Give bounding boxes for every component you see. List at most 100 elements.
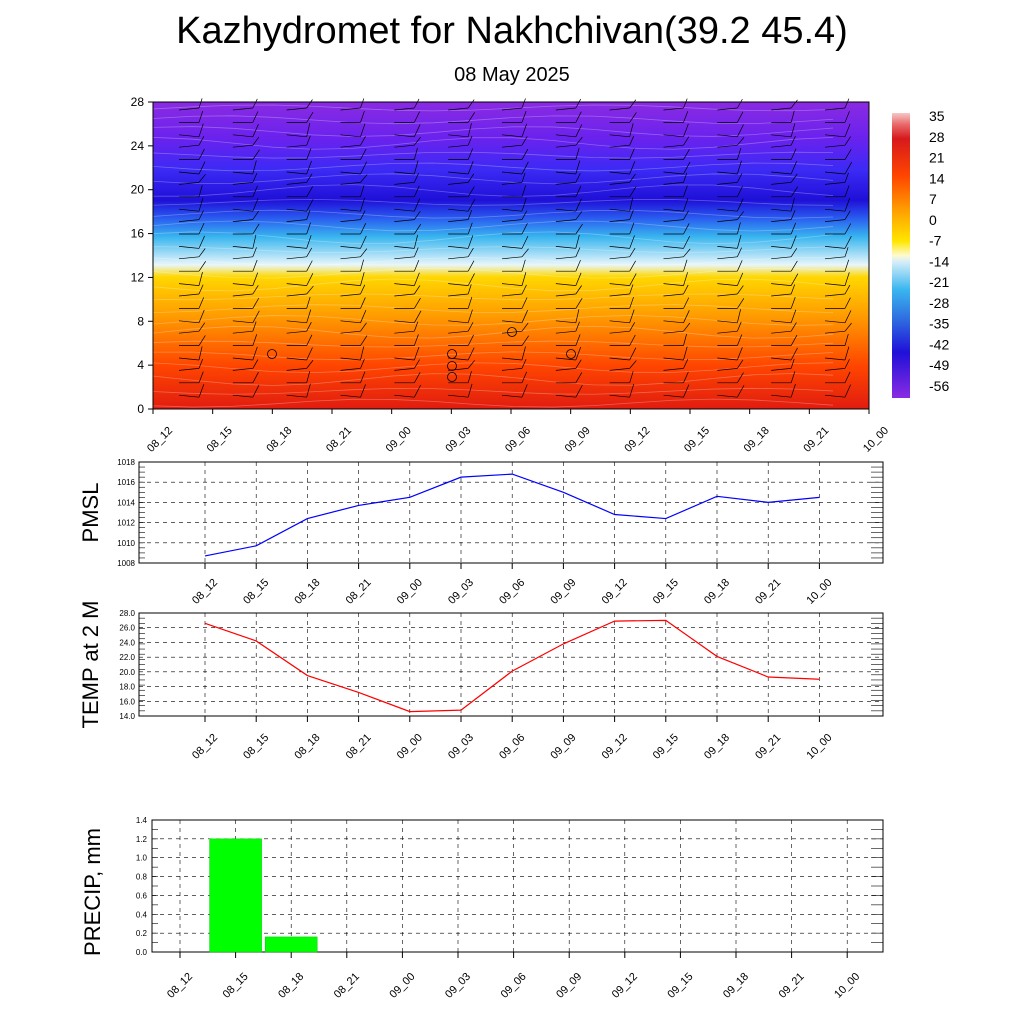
wind-barb-flag — [467, 309, 473, 323]
wind-barb-flag — [844, 371, 851, 383]
wind-barb-flag — [737, 173, 743, 183]
wind-barb-flag — [467, 135, 473, 146]
y-tick-label: 1008 — [117, 559, 135, 568]
wind-barb-flag — [575, 346, 582, 361]
wind-barb — [501, 208, 523, 212]
plot-frame — [151, 819, 884, 953]
wind-barb — [717, 293, 738, 297]
isotherm-line — [152, 184, 834, 197]
wind-barb-flag — [683, 297, 690, 309]
wind-barb-flag — [575, 185, 582, 197]
wind-barb — [232, 134, 253, 138]
wind-barb — [286, 330, 307, 334]
wind-barb — [824, 144, 846, 148]
wind-barb-flag — [360, 335, 368, 346]
wind-barb-flag — [629, 322, 636, 332]
wind-barb-flag — [198, 174, 206, 183]
calm-wind-marker — [507, 327, 517, 337]
wind-barb — [340, 330, 361, 334]
wind-barb — [340, 182, 361, 185]
wind-barb-flag — [683, 259, 688, 272]
y-tick-label: 1.2 — [136, 835, 148, 844]
wind-barb — [286, 134, 307, 138]
wind-barb-flag — [360, 284, 366, 295]
wind-barb-flag — [844, 384, 851, 398]
x-tick-label: 09_03 — [446, 577, 476, 607]
wind-barb-flag — [198, 148, 205, 160]
wind-barb-flag — [521, 111, 527, 123]
wind-barb-flag — [252, 198, 259, 212]
wind-barb-flag — [575, 247, 581, 257]
wind-barb-flag — [575, 334, 581, 346]
wind-barb-flag — [360, 136, 366, 146]
wind-barb-flag — [414, 173, 419, 183]
wind-barb — [717, 208, 738, 212]
wind-barb — [717, 283, 738, 286]
wind-barb-flag — [414, 285, 421, 295]
wind-barb-flag — [360, 174, 368, 183]
wind-barb-flag — [790, 148, 797, 160]
y-tick-label: 12 — [131, 270, 145, 284]
wind-barb-flag — [414, 111, 420, 123]
wind-barb-flag — [575, 173, 581, 183]
wind-barb-flag — [790, 135, 796, 146]
wind-barb-flag — [737, 298, 745, 309]
wind-barb-flag — [844, 322, 852, 332]
wind-barb-flag — [844, 247, 849, 257]
colorbar-label: 14 — [929, 170, 945, 186]
wind-barb-flag — [521, 98, 526, 109]
wind-barb — [771, 134, 792, 138]
cross-section-panel: 0 4 8 12 16 20 24 28 08_12 08_15 08_18 08_21 09_00 09… — [131, 95, 950, 455]
wind-barb — [178, 357, 200, 361]
wind-barb-flag — [575, 298, 583, 309]
wind-barb-flag — [360, 223, 367, 235]
wind-barb-flag — [360, 259, 364, 272]
isotherm-line — [152, 351, 834, 361]
wind-barb — [717, 394, 738, 398]
wind-barb-flag — [360, 371, 366, 383]
wind-barb-flag — [683, 310, 690, 323]
wind-barb-flag — [467, 173, 475, 183]
wind-barb-flag — [467, 371, 472, 383]
wind-barb — [340, 246, 361, 249]
wind-barb-flag — [360, 98, 365, 109]
wind-barb — [286, 246, 307, 249]
wind-barb-flag — [414, 247, 419, 257]
colorbar-label: -7 — [929, 233, 942, 249]
wind-barb — [178, 330, 200, 334]
x-tick-label: 09_21 — [753, 577, 783, 607]
wind-barb-flag — [683, 172, 688, 183]
wind-barb-flag — [198, 297, 205, 309]
wind-barb — [394, 320, 415, 324]
wind-barb — [824, 171, 846, 175]
wind-barb-flag — [629, 99, 637, 109]
wind-barb-flag — [844, 359, 850, 369]
wind-barb — [771, 320, 792, 324]
wind-barb — [394, 107, 415, 111]
wind-barb — [771, 144, 792, 148]
wind-barb-flag — [252, 247, 257, 257]
wind-barb — [555, 219, 576, 222]
colorbar-label: 7 — [929, 191, 937, 207]
wind-barb — [232, 246, 253, 249]
wind-barb-flag — [737, 385, 745, 398]
wind-barb — [824, 107, 846, 111]
wind-barb-flag — [844, 284, 851, 295]
wind-barb — [663, 219, 684, 222]
x-tick-label: 09_18 — [702, 732, 732, 762]
wind-barb-flag — [306, 360, 314, 369]
wind-barb — [286, 107, 307, 111]
wind-barb-flag — [844, 185, 850, 197]
wind-barb-flag — [306, 334, 313, 346]
colorbar-label: -56 — [929, 378, 949, 394]
wind-barb — [609, 283, 630, 286]
wind-barb-flag — [737, 260, 743, 272]
wind-barb — [286, 394, 307, 398]
wind-barb — [555, 144, 576, 148]
y-tick-label: 1014 — [117, 498, 135, 507]
wind-barb-flag — [252, 185, 258, 197]
wind-barb-flag — [252, 384, 260, 398]
y-tick-label: 20 — [131, 183, 145, 197]
wind-barb — [448, 107, 469, 111]
wind-barb-flag — [683, 197, 689, 212]
